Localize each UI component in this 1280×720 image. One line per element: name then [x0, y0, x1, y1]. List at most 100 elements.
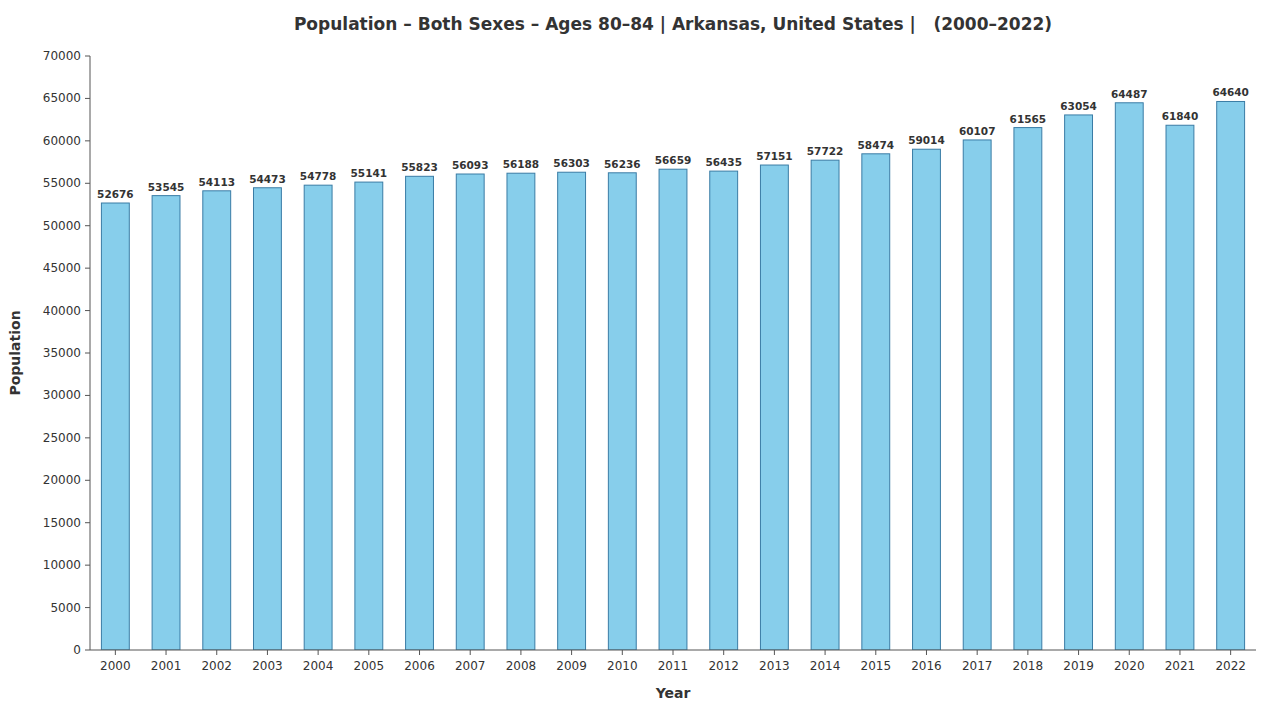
x-tick-label: 2008	[506, 659, 537, 673]
x-tick	[875, 650, 876, 655]
x-tick	[673, 650, 674, 655]
x-tick	[977, 650, 978, 655]
data-label: 57722	[807, 145, 844, 157]
data-label: 52676	[97, 188, 134, 200]
x-tick	[1027, 650, 1028, 655]
y-tick	[85, 225, 90, 226]
y-tick-label: 5000	[50, 601, 81, 615]
x-tick	[926, 650, 927, 655]
data-label: 59014	[908, 134, 945, 146]
bar	[507, 173, 535, 650]
data-label: 55141	[351, 167, 388, 179]
x-tick-label: 2016	[911, 659, 942, 673]
y-tick	[85, 480, 90, 481]
y-tick-label: 40000	[43, 304, 81, 318]
y-tick	[85, 56, 90, 57]
bar	[253, 188, 281, 650]
bar	[913, 149, 941, 650]
data-label: 56093	[452, 159, 489, 171]
bar	[355, 182, 383, 650]
x-tick-label: 2020	[1114, 659, 1145, 673]
x-tick-label: 2005	[354, 659, 385, 673]
y-tick	[85, 650, 90, 651]
x-tick	[1179, 650, 1180, 655]
bar	[608, 173, 636, 650]
bar	[152, 196, 180, 650]
bar	[456, 174, 484, 650]
x-tick	[1078, 650, 1079, 655]
x-tick	[1129, 650, 1130, 655]
y-tick-label: 70000	[43, 49, 81, 63]
axes: 0 5000 10000 15000 20000 25000 30000 35000 40000…	[43, 49, 1256, 673]
data-label: 63054	[1060, 100, 1097, 112]
bar	[659, 169, 687, 650]
x-tick	[267, 650, 268, 655]
y-tick-label: 45000	[43, 261, 81, 275]
x-tick-label: 2015	[861, 659, 892, 673]
chart-title: Population – Both Sexes – Ages 80–84 | A…	[294, 14, 1052, 34]
y-tick-label: 20000	[43, 473, 81, 487]
y-tick-label: 25000	[43, 431, 81, 445]
bar	[1014, 128, 1042, 650]
x-axis-label: Year	[655, 685, 691, 701]
data-label: 58474	[858, 139, 895, 151]
y-tick	[85, 565, 90, 566]
y-tick-label: 35000	[43, 346, 81, 360]
x-tick	[419, 650, 420, 655]
bar	[101, 203, 129, 650]
x-tick-label: 2018	[1013, 659, 1044, 673]
x-tick-label: 2019	[1063, 659, 1094, 673]
y-tick-label: 30000	[43, 388, 81, 402]
x-tick-label: 2013	[759, 659, 790, 673]
x-tick-label: 2021	[1165, 659, 1196, 673]
y-tick	[85, 353, 90, 354]
bar	[558, 172, 586, 650]
y-tick-label: 10000	[43, 558, 81, 572]
bar	[963, 140, 991, 650]
y-tick-label: 0	[73, 643, 81, 657]
y-tick	[85, 437, 90, 438]
data-label: 64487	[1111, 88, 1148, 100]
x-tick-label: 2000	[100, 659, 131, 673]
bar	[811, 160, 839, 650]
data-label: 56236	[604, 158, 641, 170]
bar	[1115, 103, 1143, 650]
y-tick-label: 15000	[43, 516, 81, 530]
data-label: 56659	[655, 154, 692, 166]
x-tick	[166, 650, 167, 655]
y-axis-label: Population	[7, 310, 23, 395]
bar	[760, 165, 788, 650]
x-tick-label: 2001	[151, 659, 182, 673]
bar	[203, 191, 231, 650]
y-tick-label: 50000	[43, 219, 81, 233]
y-tick	[85, 310, 90, 311]
data-label: 56303	[553, 157, 590, 169]
y-tick	[85, 607, 90, 608]
x-tick	[774, 650, 775, 655]
data-label: 61565	[1010, 113, 1047, 125]
data-label: 64640	[1212, 86, 1249, 98]
data-label: 53545	[148, 181, 185, 193]
x-tick-label: 2007	[455, 659, 486, 673]
bar	[862, 154, 890, 650]
data-label: 54778	[300, 170, 337, 182]
data-label: 54113	[198, 176, 235, 188]
data-label: 56435	[705, 156, 742, 168]
x-tick	[520, 650, 521, 655]
x-tick-label: 2006	[404, 659, 435, 673]
y-tick-label: 60000	[43, 134, 81, 148]
x-tick-label: 2012	[708, 659, 739, 673]
bar	[1065, 115, 1093, 650]
x-tick	[318, 650, 319, 655]
data-label: 54473	[249, 173, 286, 185]
data-label: 55823	[401, 161, 438, 173]
x-tick-label: 2003	[252, 659, 283, 673]
y-tick-label: 55000	[43, 176, 81, 190]
x-tick	[470, 650, 471, 655]
x-tick-label: 2002	[201, 659, 232, 673]
x-tick-label: 2017	[962, 659, 993, 673]
y-tick	[85, 268, 90, 269]
bar	[1217, 101, 1245, 650]
data-label: 56188	[503, 158, 540, 170]
y-tick	[85, 522, 90, 523]
